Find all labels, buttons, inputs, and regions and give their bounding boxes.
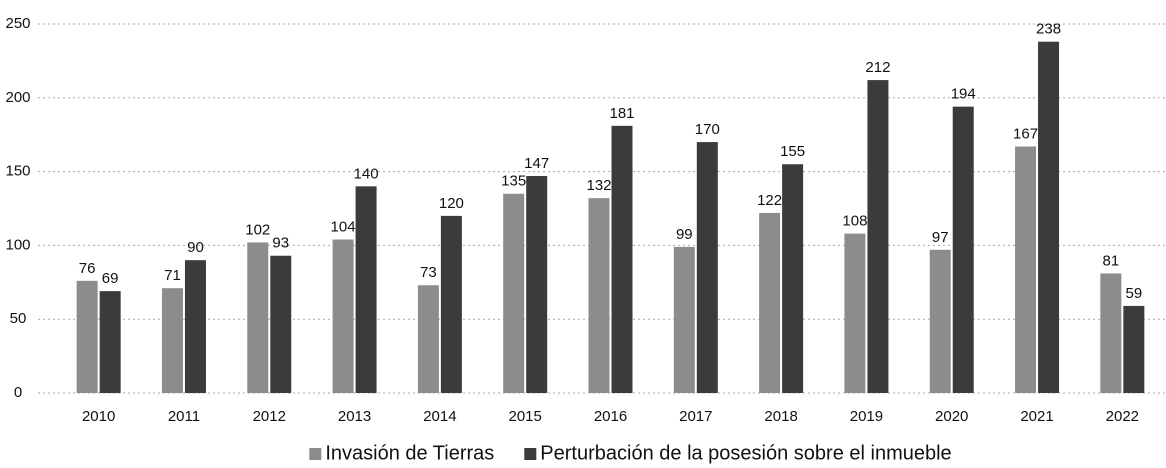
data-label: 76 [79, 260, 96, 277]
bar [99, 291, 121, 393]
x-tick-label: 2011 [168, 408, 200, 425]
x-tick-label: 2022 [1106, 408, 1139, 425]
y-tick-label: 150 [5, 163, 30, 180]
data-label: 93 [272, 235, 289, 252]
legend-label: Perturbación de la posesión sobre el inm… [540, 442, 951, 464]
data-label: 147 [524, 155, 549, 172]
data-label: 155 [780, 143, 805, 160]
bar [526, 176, 548, 393]
x-tick-label: 2021 [1020, 408, 1053, 425]
data-label: 69 [102, 270, 119, 287]
bar [1100, 273, 1122, 393]
bar [270, 255, 292, 393]
y-tick-label: 100 [5, 236, 30, 253]
y-tick-label: 0 [14, 384, 22, 401]
bar [332, 239, 354, 393]
x-tick-label: 2016 [594, 408, 627, 425]
bar [673, 246, 695, 393]
bar [867, 80, 889, 393]
bar [1015, 146, 1037, 393]
legend-swatch [524, 448, 537, 460]
bar [1038, 41, 1060, 393]
bar [417, 285, 439, 393]
data-label: 132 [586, 177, 611, 194]
data-label: 104 [331, 218, 356, 235]
x-tick-label: 2010 [82, 408, 115, 425]
bar [952, 106, 974, 393]
legend-swatch [309, 448, 322, 460]
data-label: 238 [1036, 21, 1061, 38]
x-tick-label: 2018 [764, 408, 797, 425]
legend-item: Invasión de Tierras [309, 442, 494, 464]
data-label: 167 [1013, 125, 1038, 142]
bar [929, 249, 951, 393]
y-tick-label: 50 [10, 310, 27, 327]
data-label: 108 [842, 213, 867, 230]
data-label: 59 [1126, 285, 1143, 302]
x-tick-label: 2013 [338, 408, 371, 425]
bar [184, 260, 206, 393]
data-label: 120 [439, 195, 464, 212]
data-label: 140 [354, 165, 379, 182]
bar [782, 164, 804, 393]
data-label: 102 [245, 221, 270, 238]
data-label: 122 [757, 192, 782, 209]
legend-item: Perturbación de la posesión sobre el inm… [524, 442, 952, 464]
bar [696, 142, 718, 393]
bar [588, 198, 610, 393]
data-label: 73 [420, 264, 437, 281]
x-tick-label: 2017 [679, 408, 712, 425]
bar [161, 288, 183, 393]
bar [1123, 305, 1145, 393]
data-label: 90 [187, 239, 204, 256]
x-tick-label: 2019 [850, 408, 883, 425]
bar [440, 215, 462, 393]
bar [247, 242, 269, 393]
data-label: 81 [1103, 252, 1120, 269]
legend: Invasión de Tierras Perturbación de la po… [309, 442, 952, 464]
data-label: 99 [676, 226, 693, 243]
bar [76, 280, 98, 393]
bar [844, 233, 866, 393]
x-tick-label: 2012 [253, 408, 286, 425]
x-tick-label: 2015 [509, 408, 542, 425]
y-tick-label: 250 [5, 15, 30, 32]
data-label: 181 [609, 105, 634, 122]
data-label: 170 [695, 121, 720, 138]
bar [611, 125, 633, 394]
data-label: 135 [501, 173, 526, 190]
bar [759, 212, 781, 393]
bar [503, 193, 525, 393]
data-label: 71 [164, 267, 181, 284]
x-tick-label: 2014 [423, 408, 456, 425]
y-tick-label: 200 [5, 89, 30, 106]
data-label: 194 [951, 86, 976, 103]
bar [355, 186, 377, 393]
data-label: 212 [865, 59, 890, 76]
data-label: 97 [932, 229, 949, 246]
x-tick-label: 2020 [935, 408, 968, 425]
legend-label: Invasión de Tierras [325, 442, 494, 464]
